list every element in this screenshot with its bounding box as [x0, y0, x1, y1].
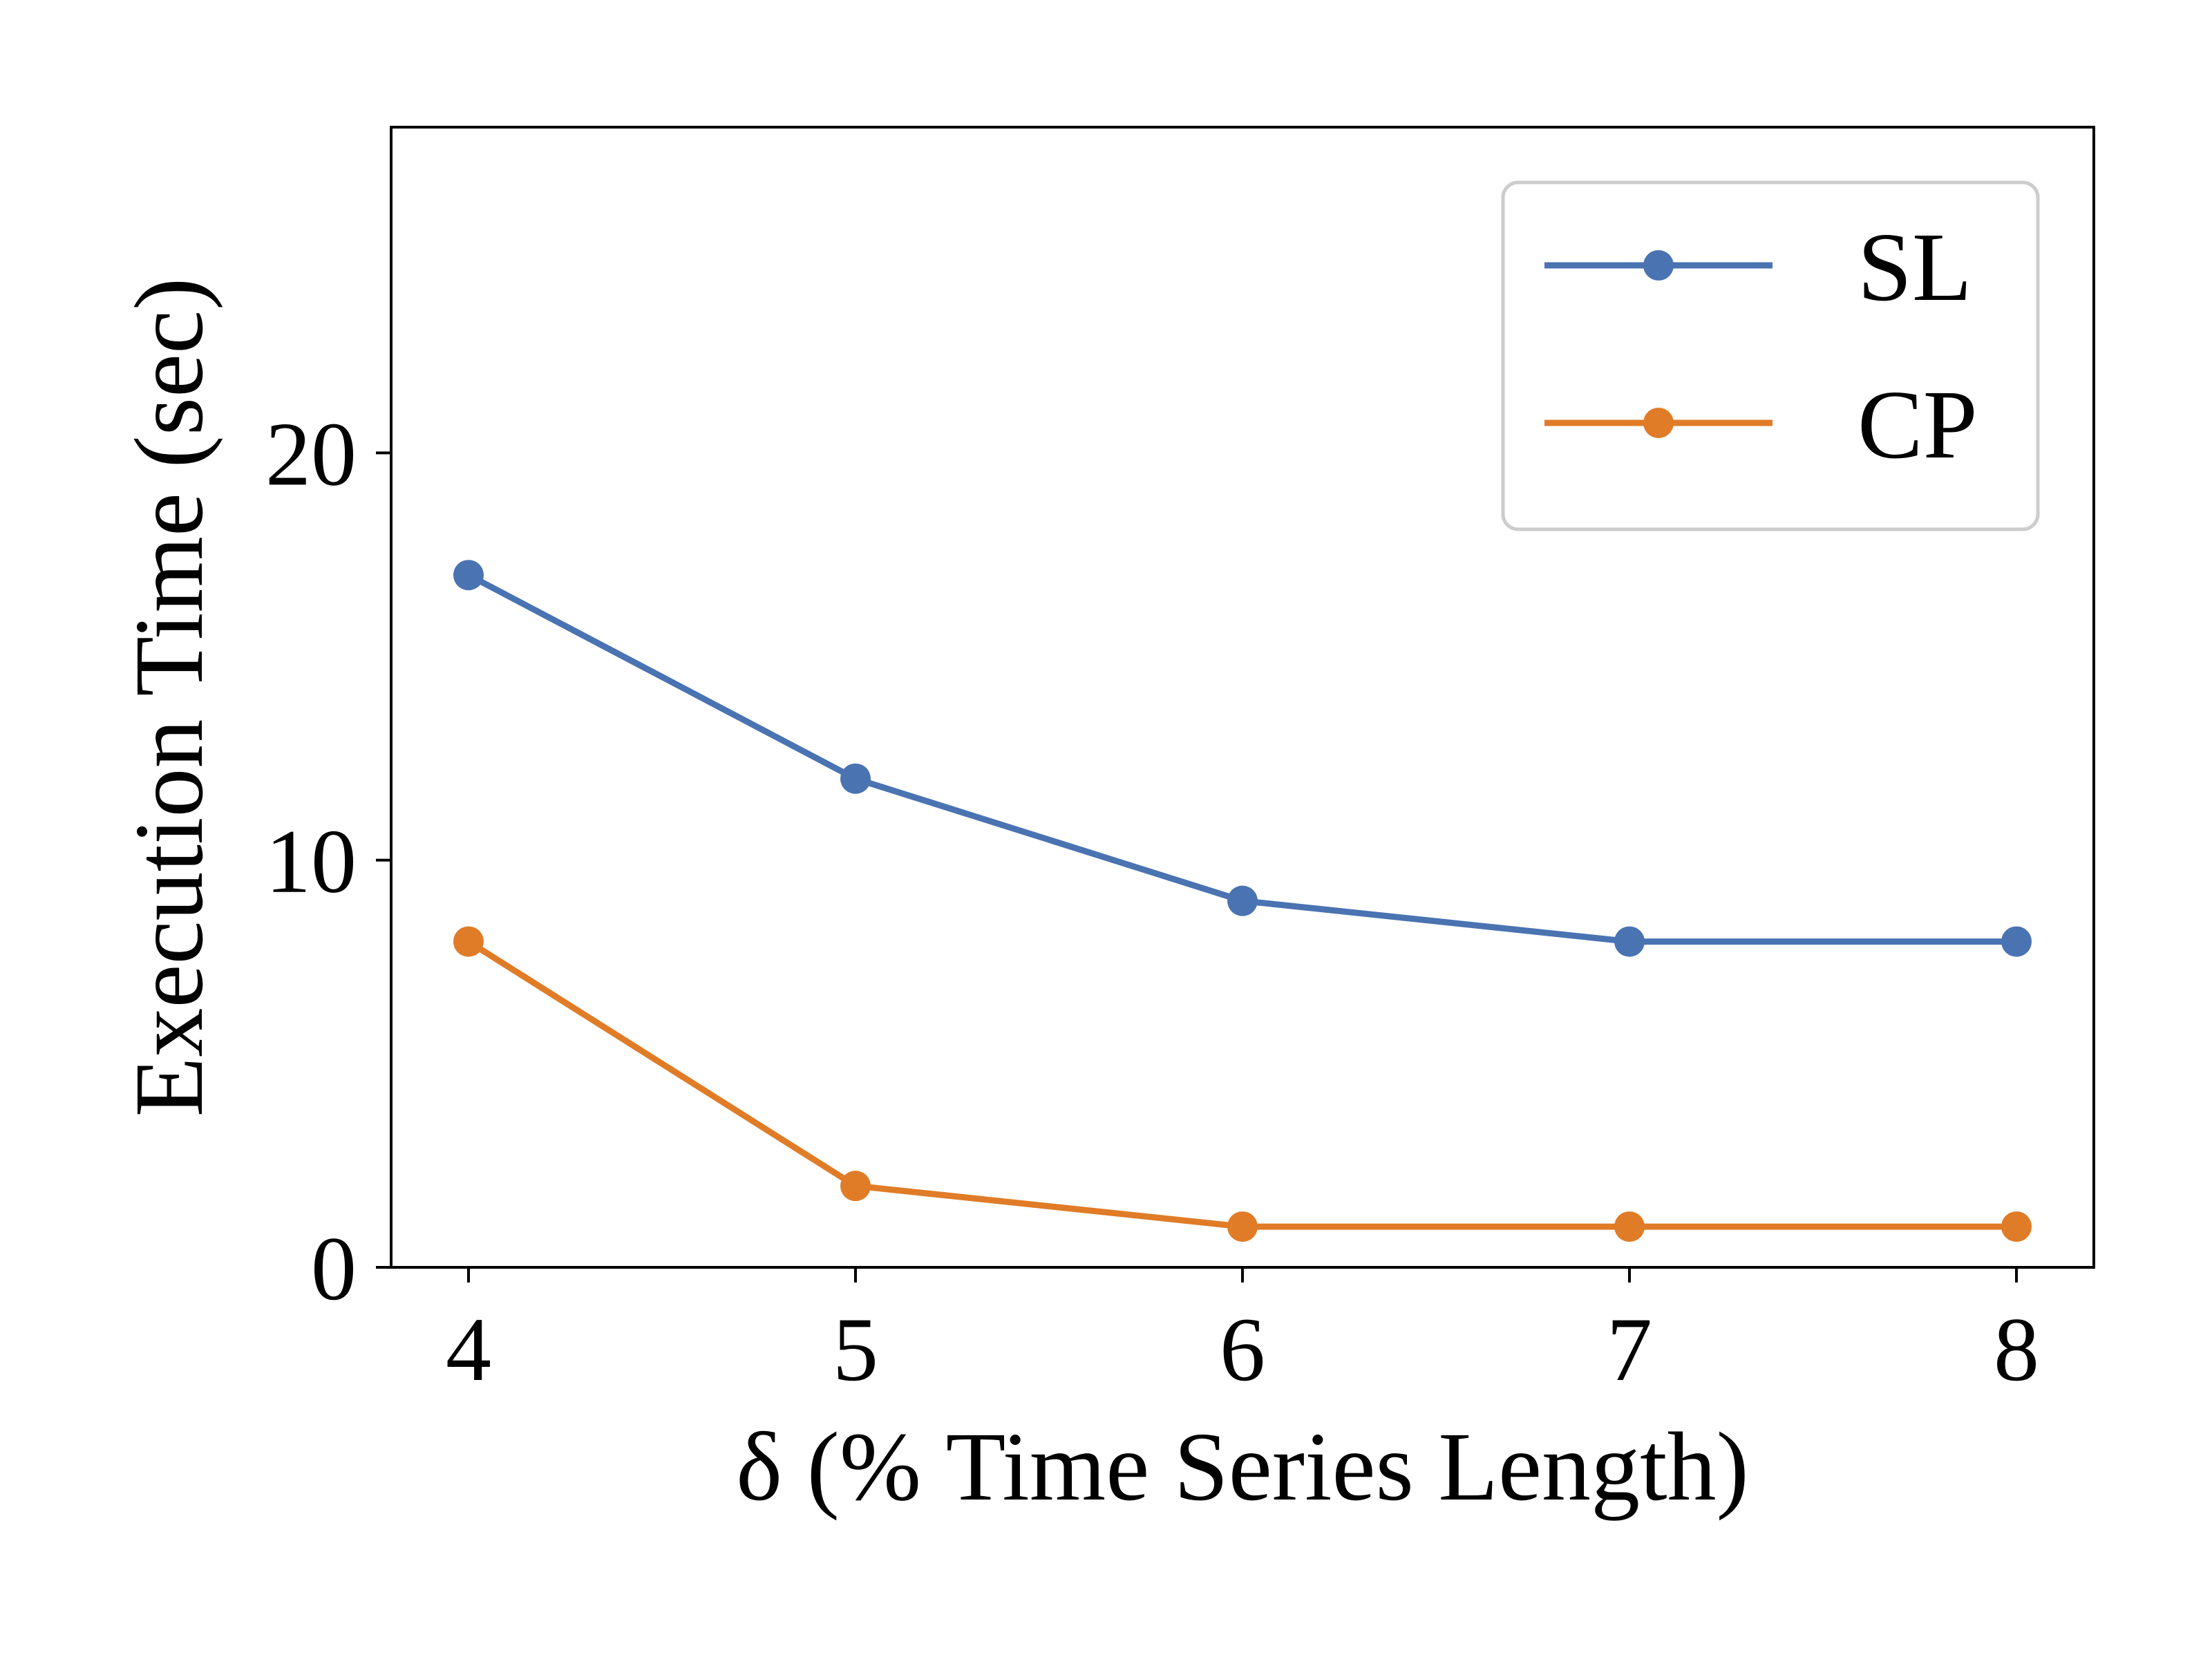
legend: SL CP: [1501, 180, 2040, 531]
legend-box: [1501, 180, 2040, 531]
legend-label-cp: CP: [1857, 370, 1978, 479]
data-point-sl: [1614, 926, 1645, 957]
data-point-sl: [840, 763, 871, 794]
y-tick-label: 20: [265, 403, 357, 504]
plot-area: [453, 560, 2032, 1242]
x-tick-label: 4: [446, 1298, 491, 1400]
data-point-cp: [1614, 1211, 1645, 1242]
data-point-cp: [453, 926, 484, 957]
legend-marker-cp: [1643, 408, 1674, 438]
series-line-cp: [465, 938, 2020, 1230]
data-point-cp: [1227, 1211, 1258, 1242]
y-axis-label: Execution Time (sec): [114, 278, 223, 1117]
data-point-cp: [2001, 1211, 2032, 1242]
y-tick-label: 10: [265, 811, 357, 912]
x-tick-label: 6: [1220, 1298, 1265, 1400]
legend-marker-sl: [1643, 250, 1674, 281]
data-point-sl: [2001, 926, 2032, 957]
axis-ticks: 4 5 6 7 8 0 10 20: [265, 403, 2039, 1400]
data-point-sl: [453, 560, 484, 591]
x-axis-label: δ (% Time Series Length): [736, 1412, 1749, 1521]
y-tick-label: 0: [311, 1218, 357, 1319]
x-tick-label: 8: [1994, 1298, 2039, 1400]
data-point-cp: [840, 1171, 871, 1202]
data-point-sl: [1227, 885, 1258, 916]
legend-label-sl: SL: [1857, 212, 1972, 321]
x-tick-label: 7: [1607, 1298, 1652, 1400]
x-tick-label: 5: [833, 1298, 878, 1400]
